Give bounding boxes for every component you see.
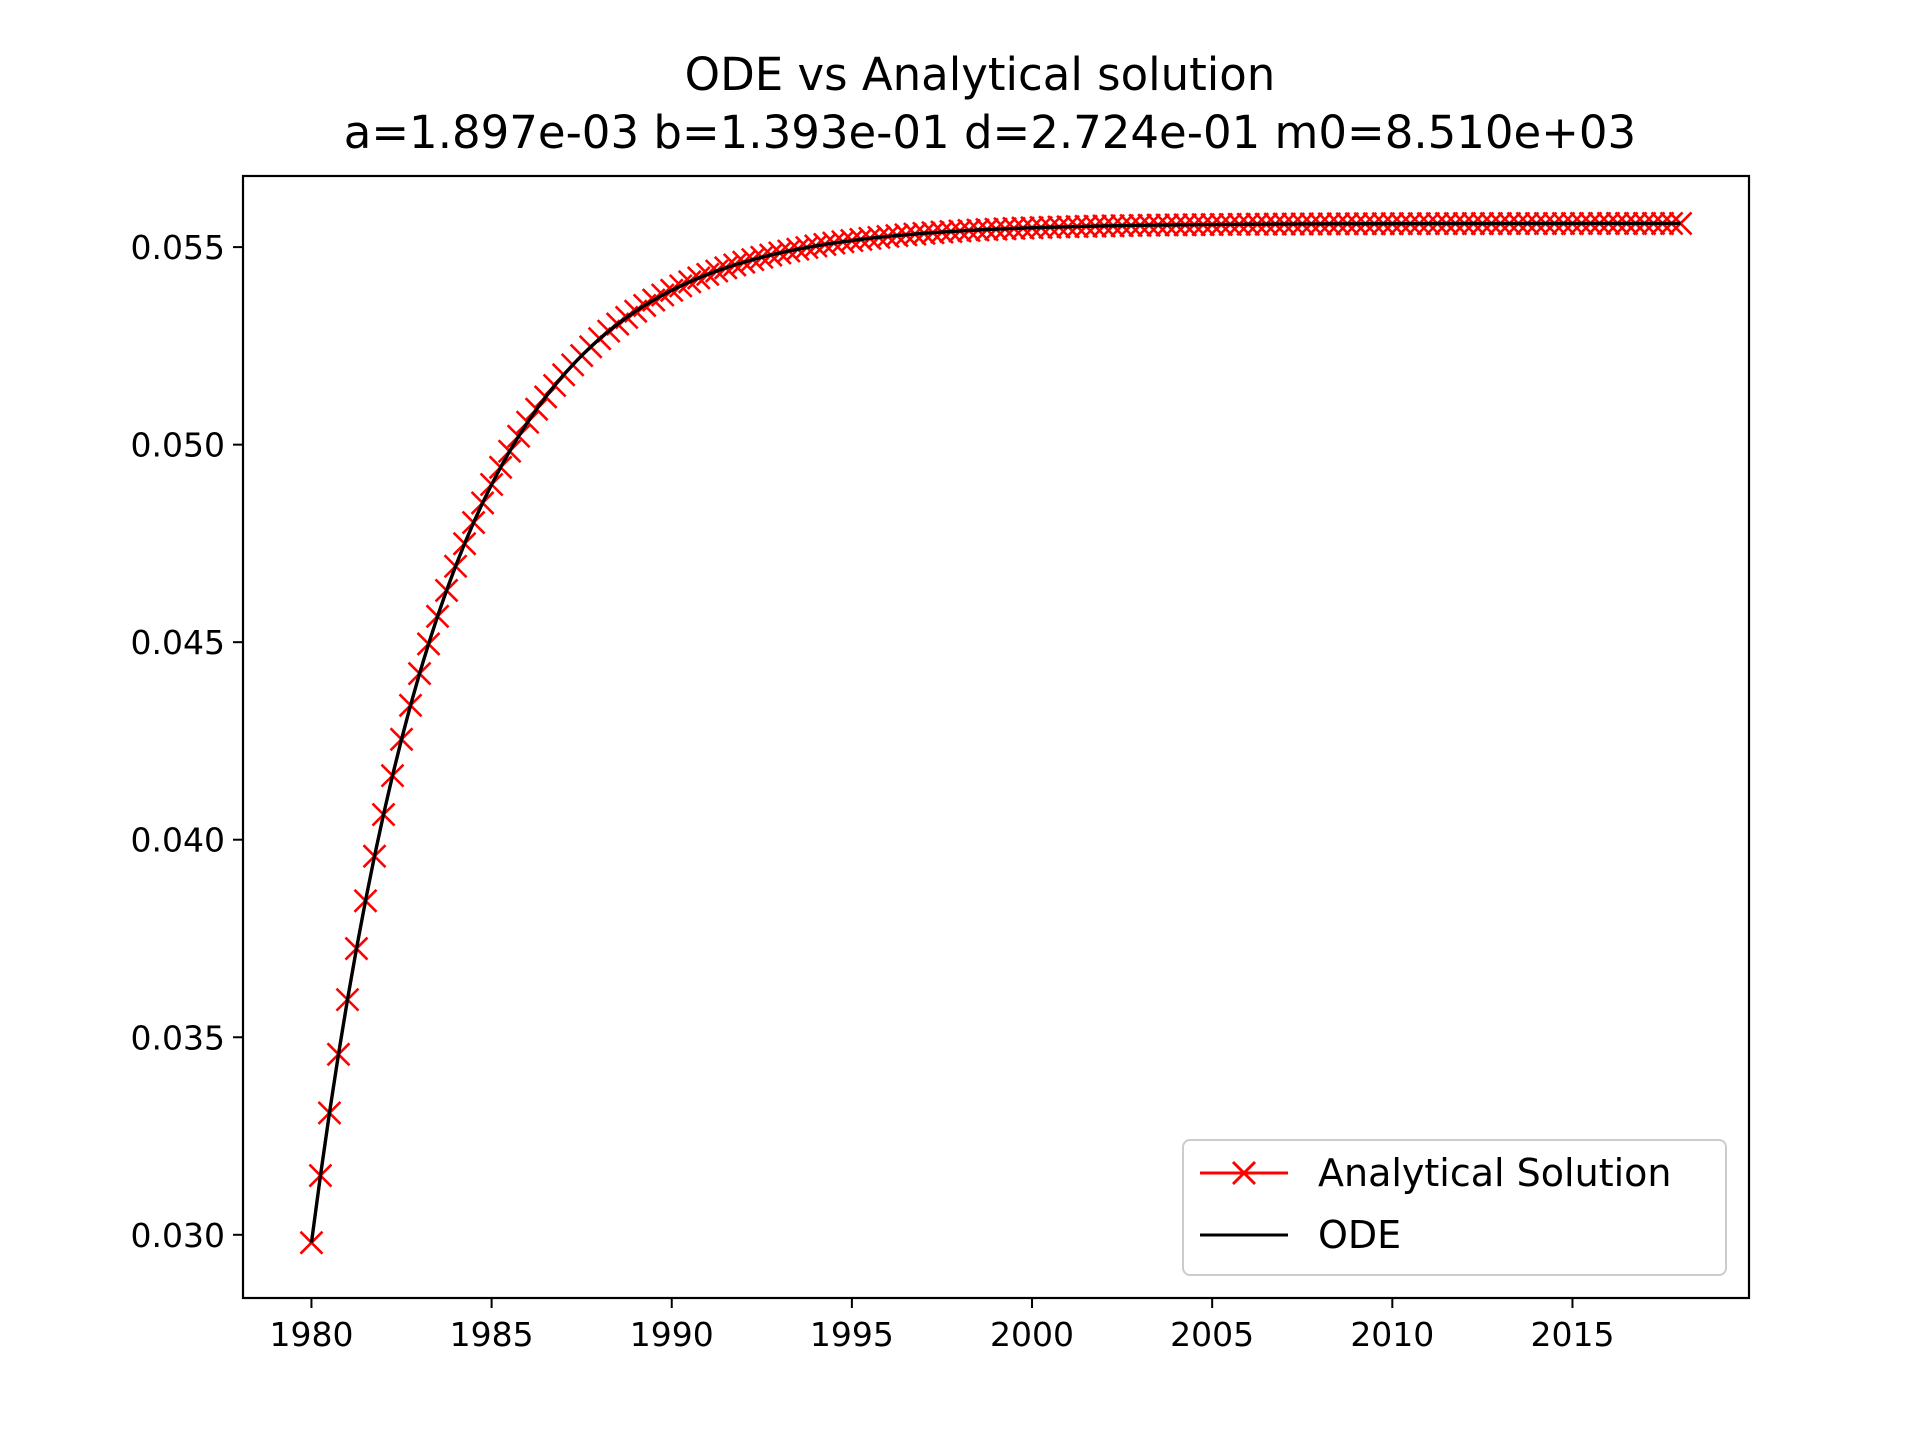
y-tick-label: 0.055: [131, 228, 225, 267]
x-tick-label: 1985: [450, 1315, 534, 1354]
legend: Analytical Solution ODE: [1182, 1139, 1727, 1276]
x-tick-label: 1995: [810, 1315, 894, 1354]
y-tick-label: 0.050: [131, 426, 225, 465]
x-tick-label: 1990: [630, 1315, 714, 1354]
chart-subtitle: a=1.897e-03 b=1.393e-01 d=2.724e-01 m0=8…: [344, 106, 1636, 159]
y-tick-label: 0.040: [131, 821, 225, 860]
legend-marker-analytical: [1231, 1160, 1257, 1186]
ticks: 1980 1985 1990 1995 2000 2005 2010 2015 0.030 0.0…: [131, 228, 1615, 1354]
chart-title: ODE vs Analytical solution: [685, 48, 1276, 101]
series-ode-line: [309, 221, 1681, 1243]
x-tick-label: 2000: [990, 1315, 1074, 1354]
y-tick-label: 0.030: [131, 1216, 225, 1255]
series-layer: [299, 211, 1693, 1255]
x-tick-label: 1980: [269, 1315, 353, 1354]
y-tick-label: 0.035: [131, 1018, 225, 1057]
legend-label-ode: ODE: [1318, 1213, 1401, 1257]
axes-frame: [241, 174, 1751, 1300]
legend-box: [1182, 1139, 1727, 1276]
y-tick-label: 0.045: [131, 623, 225, 662]
legend-label-analytical: Analytical Solution: [1318, 1151, 1672, 1195]
x-tick-label: 2015: [1530, 1315, 1614, 1354]
x-tick-label: 2010: [1350, 1315, 1434, 1354]
series-analytical-line: [309, 221, 1681, 1243]
x-tick-label: 2005: [1170, 1315, 1254, 1354]
